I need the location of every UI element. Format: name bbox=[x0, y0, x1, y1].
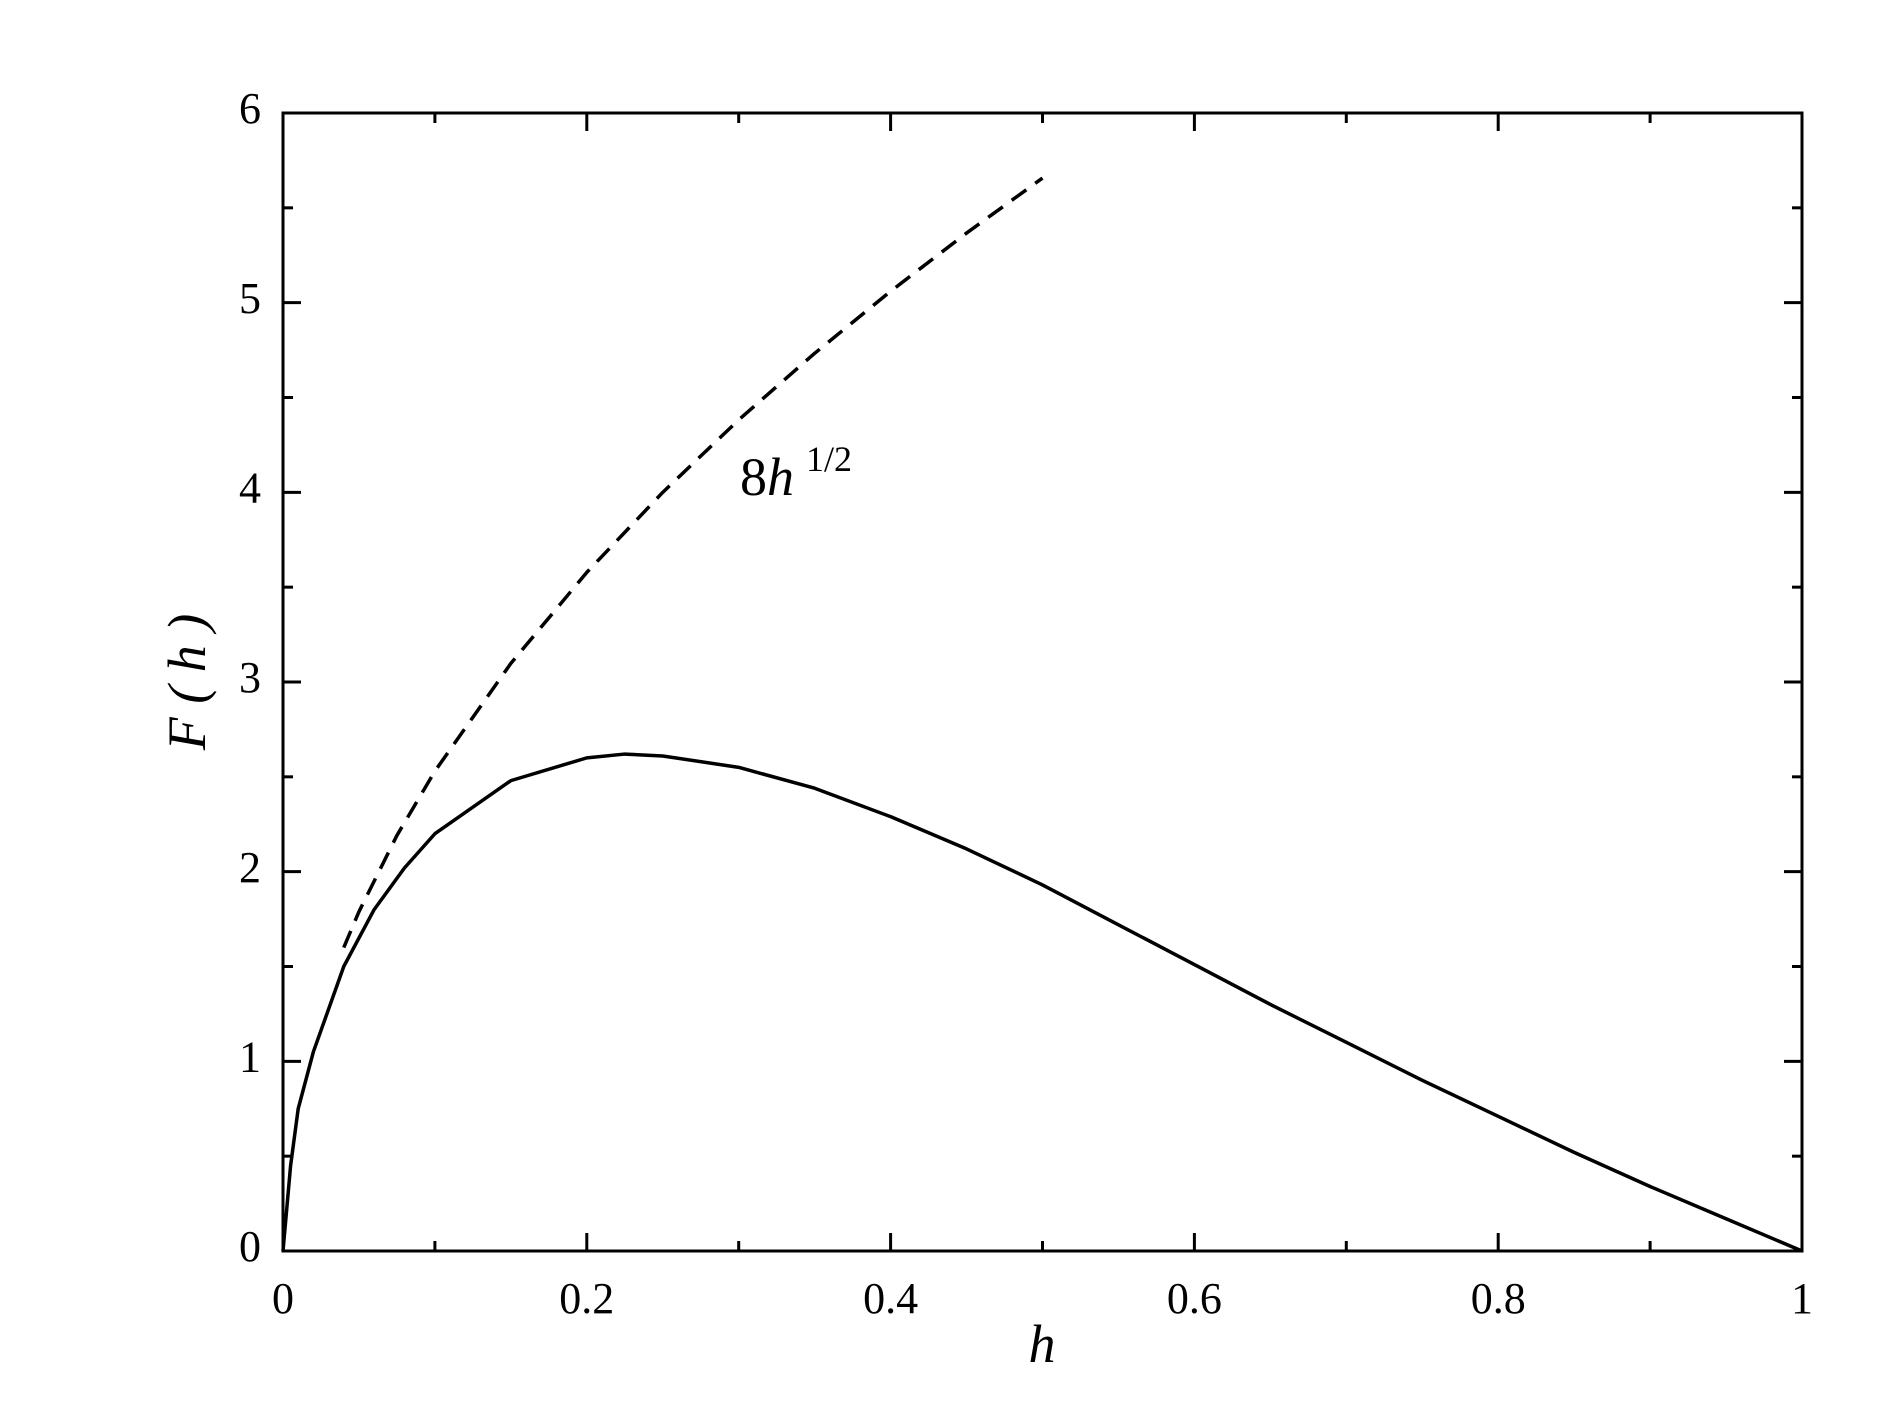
y-tick-label: 5 bbox=[239, 274, 261, 323]
x-tick-label: 0.8 bbox=[1471, 1274, 1526, 1323]
x-tick-label: 0.4 bbox=[863, 1274, 918, 1323]
y-tick-label: 0 bbox=[239, 1222, 261, 1271]
plot-frame bbox=[281, 111, 1804, 1253]
annotation-variable: h bbox=[767, 447, 794, 507]
y-tick-label: 2 bbox=[239, 843, 261, 892]
x-tick-label: 0.2 bbox=[559, 1274, 614, 1323]
y-tick-label: 1 bbox=[239, 1032, 261, 1081]
y-tick-label: 6 bbox=[239, 84, 261, 133]
line-series bbox=[281, 752, 1803, 1253]
line-series bbox=[342, 176, 1044, 949]
y-axis-label: F ( h ) bbox=[157, 614, 217, 751]
annotation-base: 8 bbox=[740, 447, 767, 507]
annotation: 8h 1/2 bbox=[740, 439, 852, 507]
x-axis-label: h bbox=[1029, 1314, 1056, 1374]
annotation-exponent: 1/2 bbox=[806, 439, 852, 479]
x-tick-label: 0.6 bbox=[1167, 1274, 1222, 1323]
x-tick-label: 0 bbox=[272, 1274, 294, 1323]
y-tick-label: 4 bbox=[239, 463, 261, 512]
y-tick-label: 3 bbox=[239, 653, 261, 702]
x-tick-label: 1 bbox=[1791, 1274, 1813, 1323]
